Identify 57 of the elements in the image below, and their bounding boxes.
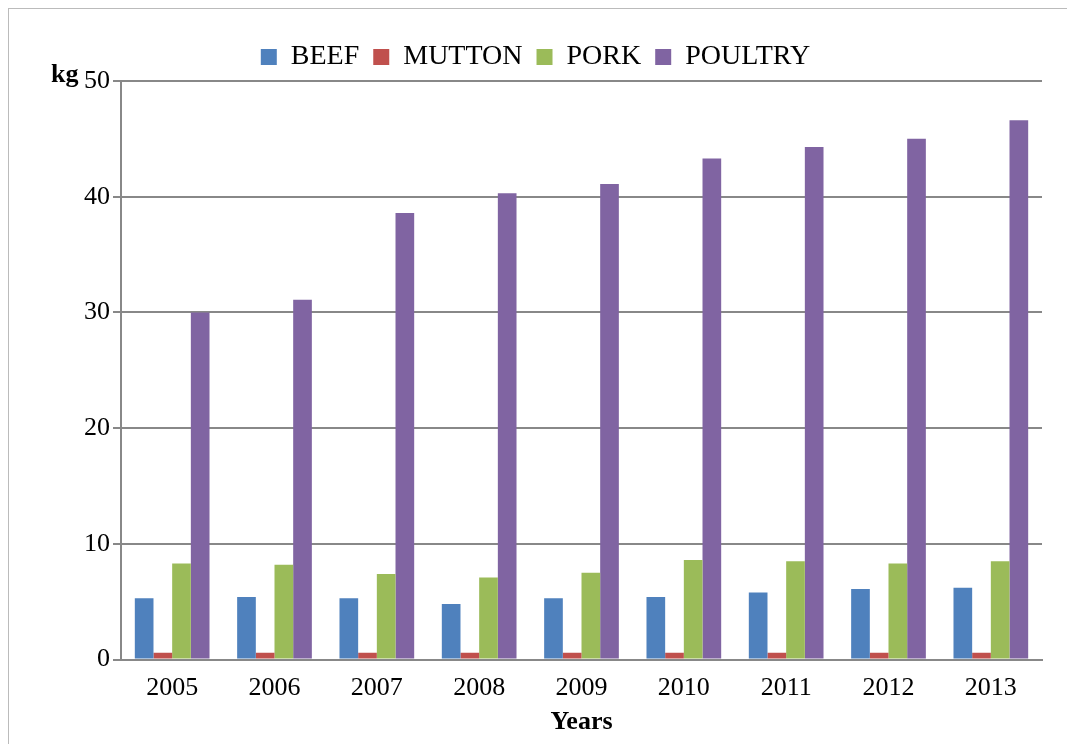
- y-axis-title: kg: [51, 59, 79, 89]
- y-tick-label: 10: [84, 527, 110, 557]
- bar: [497, 193, 517, 659]
- y-tick-label: 50: [84, 64, 110, 94]
- bar: [460, 652, 480, 659]
- bar: [581, 572, 601, 659]
- bar: [479, 577, 498, 659]
- bar: [134, 598, 154, 659]
- y-tick-label: 20: [84, 411, 110, 441]
- bar: [274, 564, 294, 659]
- bar: [953, 587, 973, 659]
- bar: [990, 561, 1010, 659]
- bar: [190, 312, 210, 659]
- x-tick-label: 2013: [964, 672, 1017, 702]
- y-tick-label: 0: [97, 643, 110, 673]
- legend-label: BEEF: [290, 39, 360, 71]
- bar: [441, 604, 461, 659]
- bar: [376, 573, 396, 659]
- bar: [544, 598, 563, 659]
- bar: [395, 212, 415, 659]
- bar: [1009, 120, 1029, 659]
- y-tick-label: 30: [84, 296, 110, 326]
- bar: [646, 597, 666, 659]
- legend-label: PORK: [566, 39, 642, 71]
- bar: [683, 560, 703, 659]
- x-tick-label: 2005: [146, 672, 199, 702]
- legend-label: POULTRY: [685, 39, 811, 71]
- bar: [339, 598, 359, 659]
- bar: [358, 652, 377, 659]
- bar: [153, 652, 173, 659]
- x-tick-label: 2011: [760, 672, 812, 702]
- x-tick-label: 2008: [453, 672, 506, 702]
- bar: [786, 561, 805, 659]
- bar: [869, 652, 889, 659]
- x-axis-title: Years: [550, 706, 613, 736]
- bar: [600, 183, 619, 659]
- bar: [804, 146, 824, 659]
- x-tick-label: 2012: [862, 672, 915, 702]
- y-tick-label: 40: [84, 180, 110, 210]
- bar: [888, 563, 908, 659]
- x-tick-label: 2010: [657, 672, 710, 702]
- bar: [255, 652, 275, 659]
- bar: [748, 592, 768, 659]
- bar: [237, 597, 256, 659]
- bar: [907, 138, 926, 659]
- x-tick-label: 2006: [248, 672, 301, 702]
- bar: [172, 563, 191, 659]
- legend-label: MUTTON: [403, 39, 523, 71]
- x-tick-label: 2009: [555, 672, 608, 702]
- bar: [293, 299, 312, 659]
- bar: [851, 589, 870, 659]
- bar: [767, 652, 787, 659]
- bar: [702, 158, 722, 659]
- bar: [562, 652, 582, 659]
- bar: [665, 652, 684, 659]
- bar: [972, 652, 991, 659]
- x-tick-label: 2007: [350, 672, 403, 702]
